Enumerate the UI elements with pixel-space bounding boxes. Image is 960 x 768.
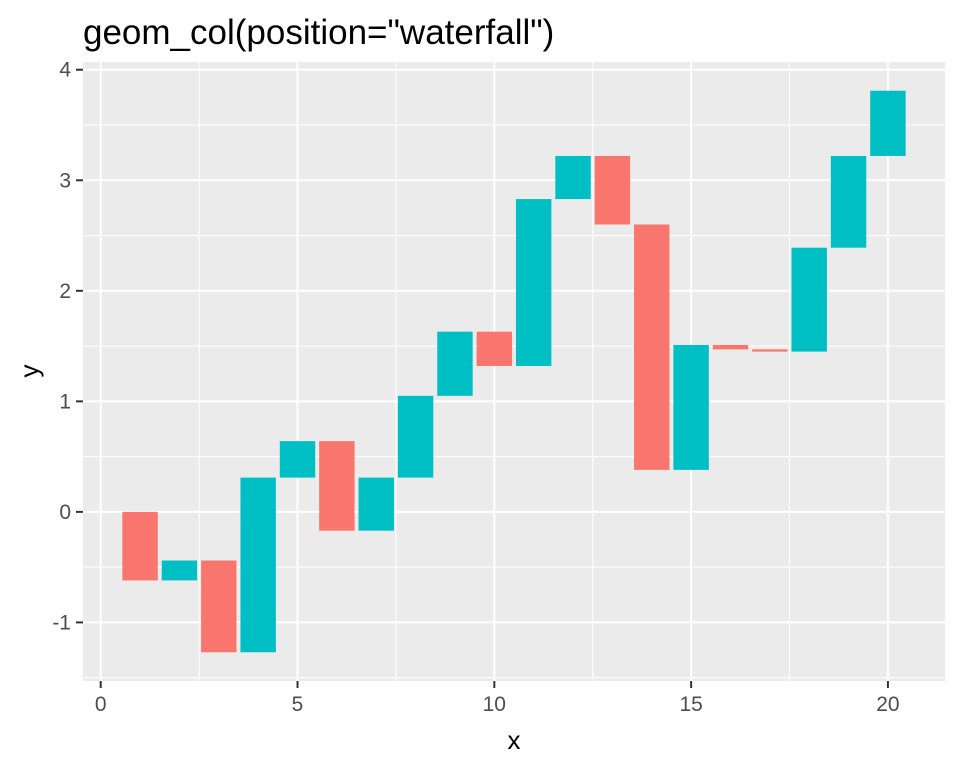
- x-tick-label: 10: [483, 693, 506, 716]
- x-tick-labels: 0 5 10 15 20: [95, 693, 900, 716]
- waterfall-bar: [870, 90, 906, 156]
- waterfall-bar: [397, 395, 434, 478]
- waterfall-bar: [476, 331, 513, 366]
- waterfall-bar: [240, 477, 276, 653]
- waterfall-bar: [358, 477, 394, 531]
- x-tick-label: 0: [95, 693, 107, 716]
- y-axis-title: y: [14, 365, 44, 378]
- waterfall-bar: [791, 247, 827, 352]
- waterfall-bar: [161, 560, 198, 581]
- y-tick-labels: -1 0 1 2 3 4: [52, 59, 71, 635]
- waterfall-bar: [712, 344, 749, 350]
- waterfall-bar: [122, 511, 158, 581]
- chart-title: geom_col(position="waterfall"): [83, 13, 554, 52]
- y-tick-label: 4: [59, 59, 71, 82]
- y-tick-label: 1: [59, 390, 71, 413]
- x-axis-title: x: [508, 725, 521, 755]
- waterfall-bar: [673, 344, 709, 470]
- y-tick-label: 0: [59, 501, 71, 524]
- waterfall-bar: [515, 199, 552, 366]
- waterfall-bar: [752, 349, 788, 352]
- x-tick-label: 20: [876, 693, 899, 716]
- x-tick-label: 5: [292, 693, 304, 716]
- y-tick-label: 3: [59, 169, 71, 192]
- waterfall-bar: [279, 441, 316, 478]
- bars: [122, 90, 906, 653]
- waterfall-bar: [634, 224, 670, 470]
- y-tick-label: 2: [59, 280, 71, 303]
- waterfall-bar: [555, 155, 591, 200]
- axis-ticks: [76, 68, 889, 688]
- waterfall-bar: [594, 155, 631, 225]
- waterfall-bar: [830, 155, 867, 248]
- x-tick-label: 15: [679, 693, 702, 716]
- waterfall-bar: [437, 331, 473, 396]
- y-tick-label: -1: [52, 611, 71, 634]
- waterfall-bar: [319, 441, 355, 531]
- waterfall-bar: [201, 560, 237, 653]
